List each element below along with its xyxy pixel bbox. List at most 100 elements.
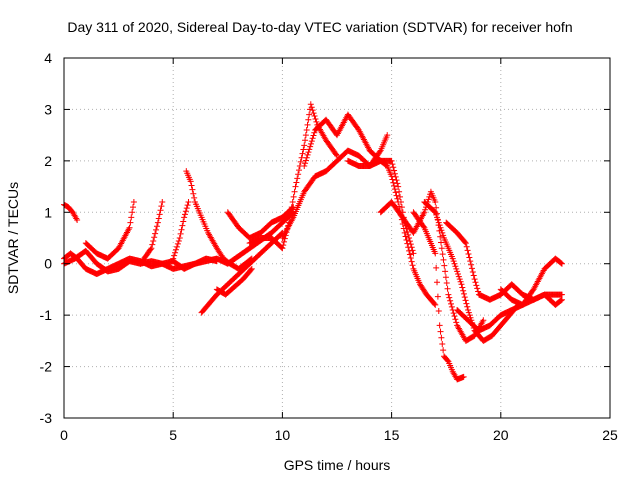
data-point (451, 260, 458, 267)
data-point (399, 221, 406, 228)
data-point (396, 188, 403, 195)
x-tick-labels: 0 5 10 15 20 25 (60, 427, 618, 443)
data-point (442, 274, 449, 281)
data-point (178, 226, 185, 233)
data-point (179, 222, 186, 229)
data-point (281, 238, 288, 245)
data-point (450, 310, 457, 317)
data-point (480, 317, 487, 324)
data-point (438, 227, 445, 234)
data-point (443, 280, 450, 286)
data-point (421, 209, 428, 216)
data-point (155, 215, 162, 222)
data-point (299, 150, 306, 157)
data-point (170, 255, 177, 262)
y-tick-label: 0 (44, 256, 52, 272)
data-point (432, 250, 439, 257)
data-markers (61, 101, 565, 383)
data-point (130, 204, 137, 211)
data-point (456, 276, 463, 283)
data-point (180, 218, 187, 225)
data-point (128, 214, 135, 221)
data-point (130, 199, 137, 205)
data-point (438, 334, 445, 341)
series-sat-j (224, 204, 297, 241)
data-point (558, 291, 565, 298)
data-point (279, 245, 286, 252)
data-point (450, 258, 457, 265)
data-point (172, 249, 179, 256)
data-point (334, 152, 340, 159)
data-point (175, 237, 182, 244)
data-point (410, 250, 417, 257)
data-point (465, 250, 472, 257)
data-point (158, 203, 165, 210)
data-point (149, 241, 156, 248)
x-tick-label: 10 (275, 427, 291, 443)
data-point (434, 279, 441, 286)
data-point (445, 291, 452, 298)
data-point (462, 240, 469, 247)
series-sat-i (213, 265, 255, 298)
x-tick-label: 15 (384, 427, 400, 443)
data-point (444, 285, 451, 292)
data-point (156, 211, 163, 218)
data-point (292, 183, 299, 190)
data-point (173, 243, 180, 250)
data-point (177, 230, 184, 237)
x-tick-label: 20 (493, 427, 509, 443)
data-point (376, 148, 383, 155)
data-point (440, 232, 447, 239)
data-point (301, 163, 308, 169)
data-point (439, 251, 446, 258)
data-point (558, 260, 565, 267)
data-point (439, 229, 446, 236)
data-point (463, 243, 470, 250)
data-point (302, 137, 309, 144)
data-point (384, 132, 391, 139)
data-point (464, 247, 471, 254)
y-tick-label: 1 (44, 204, 52, 220)
data-point (301, 142, 308, 149)
data-point (390, 179, 397, 186)
data-point (302, 132, 309, 139)
data-point (403, 237, 410, 244)
series-sat-m (301, 111, 417, 257)
data-point (303, 127, 310, 133)
data-point (442, 268, 449, 275)
data-point (473, 282, 480, 289)
data-point (467, 258, 474, 265)
data-point (333, 151, 340, 158)
data-point (148, 245, 155, 252)
data-point (440, 347, 447, 354)
data-point (302, 157, 309, 164)
data-point (558, 260, 565, 267)
data-point (74, 217, 81, 223)
data-point (452, 316, 459, 323)
data-point (304, 151, 311, 158)
data-point (432, 199, 439, 205)
data-point (460, 373, 467, 380)
y-tick-label: -3 (40, 410, 53, 426)
data-point (393, 177, 400, 184)
y-tick-label: 4 (44, 50, 52, 66)
data-point (173, 246, 180, 253)
data-point (457, 278, 464, 285)
data-point (311, 129, 318, 136)
data-point (474, 285, 481, 292)
data-point (187, 178, 194, 185)
grid-lines (64, 58, 610, 418)
data-point (310, 132, 317, 139)
y-tick-label: 3 (44, 101, 52, 117)
data-point (458, 281, 465, 288)
x-tick-label: 25 (602, 427, 618, 443)
data-point (468, 261, 475, 268)
data-point (154, 219, 161, 226)
data-point (291, 188, 298, 195)
data-point (434, 217, 441, 223)
data-point (464, 303, 471, 310)
data-point (432, 209, 439, 216)
data-point (406, 247, 413, 254)
data-point (307, 140, 314, 147)
data-point (182, 208, 189, 215)
